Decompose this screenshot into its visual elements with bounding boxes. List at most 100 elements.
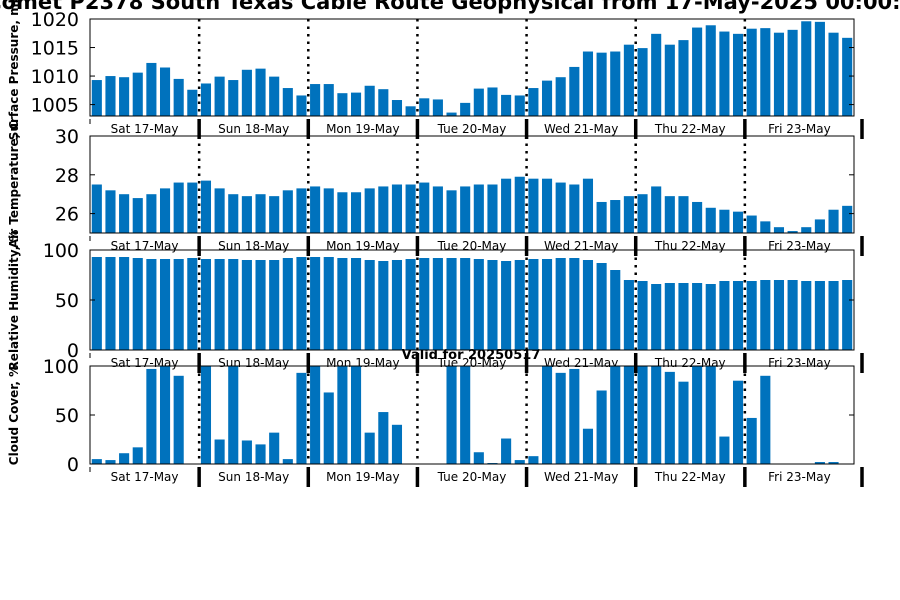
bar [651, 33, 662, 117]
bar [446, 258, 457, 350]
bar [814, 462, 825, 464]
bar [569, 66, 580, 116]
bar [501, 261, 512, 350]
bar [446, 366, 457, 464]
bar [282, 190, 293, 233]
bar [746, 28, 757, 117]
bar [719, 31, 730, 116]
bar [187, 258, 198, 350]
y-tick-label: 1015 [31, 38, 79, 60]
bar [337, 93, 348, 116]
bar [323, 392, 334, 464]
bar [432, 186, 443, 233]
bar [678, 283, 689, 350]
bar [296, 257, 307, 350]
bar [719, 436, 730, 464]
bar [173, 182, 184, 233]
bar [514, 460, 525, 464]
bar [214, 439, 225, 464]
bar [200, 83, 212, 116]
bar [228, 259, 239, 350]
y-axis-label: Air Temperature, C [7, 121, 21, 249]
bar [473, 259, 484, 350]
day-label: Tue 20-May [437, 122, 507, 136]
bar [269, 196, 280, 233]
bar [446, 112, 457, 116]
bar [159, 67, 171, 116]
bar [296, 188, 307, 233]
bar [269, 260, 280, 350]
plot-frame [89, 135, 855, 234]
bar [501, 178, 512, 233]
bar [514, 176, 525, 233]
bar [473, 184, 484, 233]
bar [582, 428, 594, 464]
bar [255, 444, 266, 464]
bar [119, 77, 130, 116]
bar [310, 257, 321, 350]
bar [746, 281, 757, 350]
bar [105, 460, 116, 464]
bar [419, 98, 430, 116]
bar [801, 21, 812, 117]
bar [378, 186, 389, 233]
day-label: Fri 23-May [768, 239, 831, 253]
bar [159, 259, 171, 350]
bar [732, 33, 744, 117]
bar [692, 283, 703, 350]
y-tick-label: 1005 [31, 95, 79, 117]
bar [623, 196, 634, 233]
bar [501, 438, 512, 464]
day-label: Mon 19-May [326, 122, 400, 136]
bar [664, 196, 675, 233]
bar [296, 95, 307, 116]
bar [487, 184, 498, 233]
bar [596, 390, 607, 464]
bar [705, 284, 716, 350]
bar [405, 259, 416, 350]
bar [541, 366, 553, 464]
bar [637, 281, 648, 350]
bar [582, 260, 594, 350]
bar [692, 366, 703, 464]
bar [569, 184, 580, 233]
bar [610, 51, 621, 116]
bar [119, 257, 130, 350]
y-tick-label: 0 [67, 454, 79, 476]
bar [187, 89, 198, 116]
bar [105, 76, 116, 116]
bar [364, 85, 375, 116]
bar [282, 459, 293, 464]
bar [501, 94, 512, 116]
bar [732, 380, 744, 464]
day-label: Wed 21-May [544, 356, 618, 370]
bar [132, 72, 143, 116]
day-label: Sun 18-May [218, 239, 289, 253]
day-label: Fri 23-May [768, 122, 831, 136]
bar [651, 366, 662, 464]
bar [760, 28, 771, 117]
bar [541, 80, 553, 116]
bar [173, 78, 184, 116]
bar [828, 462, 839, 464]
bar [337, 192, 348, 233]
bar [623, 366, 634, 464]
bar [623, 280, 634, 350]
day-label: Mon 19-May [326, 356, 400, 370]
bar [159, 366, 171, 464]
day-label: Tue 20-May [437, 239, 507, 253]
bar [814, 219, 825, 233]
bar [146, 368, 157, 464]
bar [391, 424, 403, 464]
bar [528, 456, 539, 464]
bar [719, 209, 730, 233]
bar [105, 190, 116, 233]
bar [132, 447, 143, 464]
bar [255, 68, 266, 116]
bar [350, 92, 362, 116]
bar [255, 260, 266, 350]
day-label: Sat 17-May [111, 122, 179, 136]
day-label: Thu 22-May [654, 470, 726, 484]
bar [350, 258, 362, 350]
bar [460, 186, 471, 233]
